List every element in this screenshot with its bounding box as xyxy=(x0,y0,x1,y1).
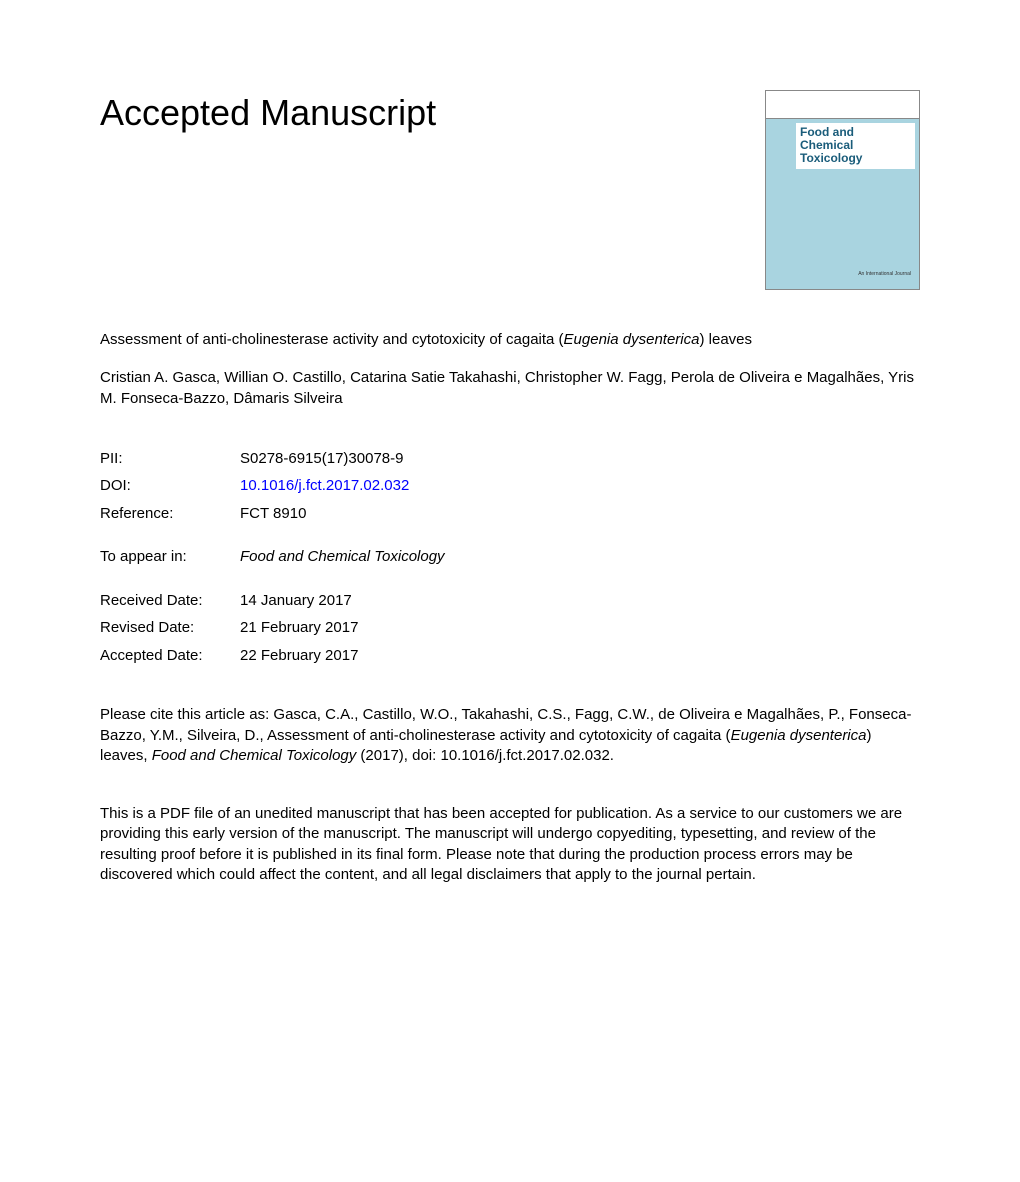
accepted-label: Accepted Date: xyxy=(100,646,240,666)
pii-value: S0278-6915(17)30078-9 xyxy=(240,449,920,469)
pii-row: PII: S0278-6915(17)30078-9 xyxy=(100,449,920,469)
cover-body: An International Journal xyxy=(766,169,919,289)
cover-publisher-bar xyxy=(766,91,919,119)
cover-journal-title: Food and Chemical Toxicology xyxy=(796,123,915,169)
article-title-prefix: Assessment of anti-cholinesterase activi… xyxy=(100,331,564,348)
appear-value: Food and Chemical Toxicology xyxy=(240,547,920,567)
appear-row: To appear in: Food and Chemical Toxicolo… xyxy=(100,547,920,567)
cover-title-line1: Food and xyxy=(800,125,854,139)
cover-tagline: An International Journal xyxy=(858,271,911,278)
revised-label: Revised Date: xyxy=(100,618,240,638)
revised-value: 21 February 2017 xyxy=(240,618,920,638)
citation-suffix: (2017), doi: 10.1016/j.fct.2017.02.032. xyxy=(356,747,614,764)
received-row: Received Date: 14 January 2017 xyxy=(100,591,920,611)
disclaimer-text: This is a PDF file of an unedited manusc… xyxy=(100,804,920,885)
doi-row: DOI: 10.1016/j.fct.2017.02.032 xyxy=(100,476,920,496)
reference-value: FCT 8910 xyxy=(240,504,920,524)
article-title: Assessment of anti-cholinesterase activi… xyxy=(100,330,920,350)
reference-label: Reference: xyxy=(100,504,240,524)
accepted-value: 22 February 2017 xyxy=(240,646,920,666)
article-title-species: Eugenia dysenterica xyxy=(564,331,700,348)
reference-row: Reference: FCT 8910 xyxy=(100,504,920,524)
appear-label: To appear in: xyxy=(100,547,240,567)
citation-species: Eugenia dysenterica xyxy=(731,727,867,744)
citation-journal: Food and Chemical Toxicology xyxy=(152,747,357,764)
revised-row: Revised Date: 21 February 2017 xyxy=(100,618,920,638)
received-label: Received Date: xyxy=(100,591,240,611)
doi-link[interactable]: 10.1016/j.fct.2017.02.032 xyxy=(240,476,920,496)
meta-table-3: Received Date: 14 January 2017 Revised D… xyxy=(100,591,920,666)
doi-label: DOI: xyxy=(100,476,240,496)
cover-title-line2: Chemical xyxy=(800,138,853,152)
authors-list: Cristian A. Gasca, Willian O. Castillo, … xyxy=(100,368,920,409)
pii-label: PII: xyxy=(100,449,240,469)
accepted-row: Accepted Date: 22 February 2017 xyxy=(100,646,920,666)
header-row: Accepted Manuscript Food and Chemical To… xyxy=(100,90,920,290)
meta-table-1: PII: S0278-6915(17)30078-9 DOI: 10.1016/… xyxy=(100,449,920,524)
meta-table-2: To appear in: Food and Chemical Toxicolo… xyxy=(100,547,920,567)
cover-title-line3: Toxicology xyxy=(800,151,862,165)
page-title: Accepted Manuscript xyxy=(100,90,436,137)
citation-text: Please cite this article as: Gasca, C.A.… xyxy=(100,705,920,766)
article-title-suffix: ) leaves xyxy=(699,331,752,348)
received-value: 14 January 2017 xyxy=(240,591,920,611)
journal-cover-thumbnail: Food and Chemical Toxicology An Internat… xyxy=(765,90,920,290)
